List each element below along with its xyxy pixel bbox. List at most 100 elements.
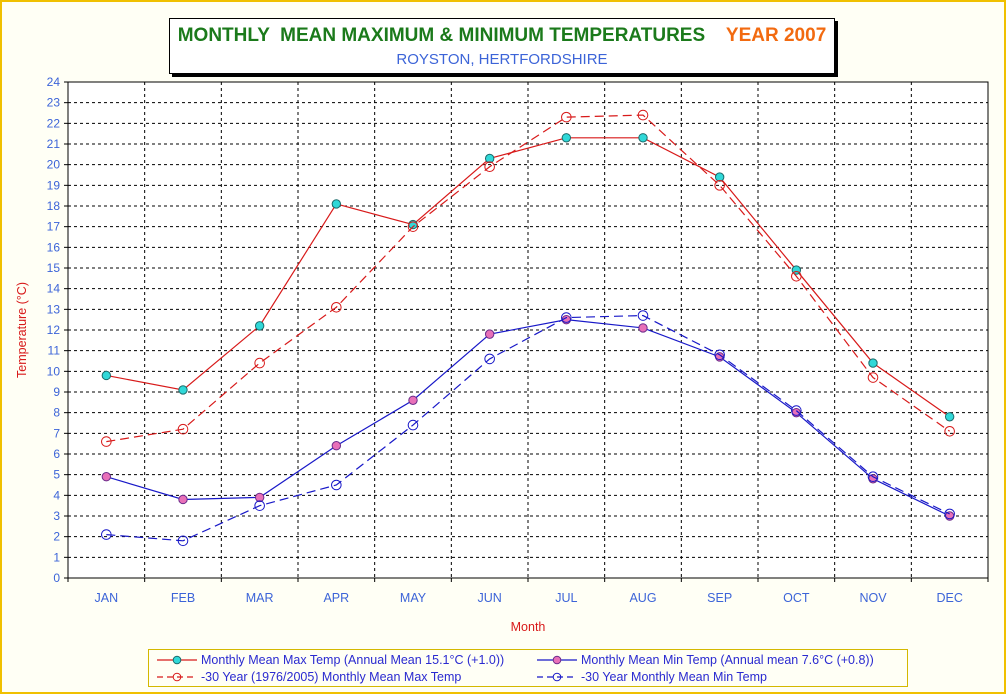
- data-point-2: [867, 372, 879, 383]
- data-point-3: [637, 310, 649, 321]
- y-tick-label: 22: [47, 116, 61, 130]
- data-point-3: [484, 353, 495, 365]
- data-point-1: [408, 395, 418, 405]
- y-tick-label: 10: [47, 364, 61, 378]
- x-tick-label: JAN: [95, 591, 119, 605]
- y-tick-label: 3: [53, 509, 60, 523]
- y-tick-label: 13: [47, 302, 61, 316]
- data-point-3: [177, 535, 189, 547]
- x-tick-label: OCT: [783, 591, 810, 605]
- data-point-1: [178, 494, 188, 505]
- y-axis-label: Temperature (°C): [15, 282, 29, 378]
- legend-label: -30 Year (1976/2005) Monthly Mean Max Te…: [201, 670, 462, 684]
- y-tick-label: 4: [53, 488, 60, 502]
- x-tick-label: SEP: [707, 591, 732, 605]
- data-point-2: [101, 436, 112, 447]
- data-point-0: [868, 358, 878, 368]
- title-line: MONTHLY MEAN MAXIMUM & MINIMUM TEMPERATU…: [170, 25, 834, 47]
- y-tick-label: 14: [47, 282, 61, 296]
- data-point-0: [101, 370, 112, 381]
- legend-label: Monthly Mean Max Temp (Annual Mean 15.1°…: [201, 653, 505, 667]
- legend-label: -30 Year Monthly Mean Min Temp: [581, 670, 767, 684]
- data-point-1: [254, 492, 265, 503]
- data-point-3: [561, 312, 572, 323]
- x-tick-label: JUL: [555, 591, 577, 605]
- y-tick-label: 1: [53, 550, 60, 564]
- title-box: MONTHLY MEAN MAXIMUM & MINIMUM TEMPERATU…: [169, 18, 835, 74]
- y-tick-label: 8: [53, 406, 60, 420]
- data-point-1: [638, 323, 648, 333]
- legend-item: Monthly Mean Max Temp (Annual Mean 15.1°…: [157, 651, 504, 669]
- chart-title-year: YEAR 2007: [725, 25, 827, 46]
- data-point-3: [407, 419, 419, 431]
- data-point-2: [407, 221, 419, 232]
- legend-item: Monthly Mean Min Temp (Annual mean 7.6°C…: [537, 651, 874, 669]
- data-point-2: [944, 425, 955, 437]
- data-point-2: [254, 357, 265, 369]
- data-point-3: [867, 471, 879, 483]
- data-point-3: [101, 529, 112, 540]
- series-line-1: [106, 319, 950, 517]
- y-tick-label: 16: [47, 240, 61, 254]
- data-point-2: [177, 423, 189, 435]
- data-point-0: [944, 412, 955, 422]
- data-point-2: [791, 270, 802, 282]
- y-tick-label: 15: [47, 261, 61, 275]
- y-tick-label: 6: [53, 447, 60, 461]
- y-tick-label: 11: [48, 344, 61, 358]
- y-tick-label: 23: [47, 96, 61, 110]
- legend: Monthly Mean Max Temp (Annual Mean 15.1°…: [148, 649, 908, 687]
- y-tick-label: 12: [47, 323, 61, 337]
- x-axis-label: Month: [511, 620, 546, 634]
- data-point-2: [331, 301, 342, 313]
- data-point-3: [791, 405, 802, 416]
- x-tick-label: APR: [323, 591, 349, 605]
- y-tick-label: 18: [47, 199, 61, 213]
- x-tick-label: JUN: [478, 591, 502, 605]
- data-point-3: [254, 500, 265, 511]
- x-tick-label: MAR: [246, 591, 274, 605]
- series-line-3: [106, 314, 950, 542]
- legend-item: -30 Year Monthly Mean Min Temp: [537, 668, 767, 686]
- x-tick-label: MAY: [400, 591, 427, 605]
- data-point-1: [101, 472, 112, 482]
- series-line-0: [106, 137, 951, 418]
- data-point-3: [331, 479, 342, 491]
- y-tick-label: 17: [47, 220, 61, 234]
- y-tick-label: 9: [53, 385, 60, 399]
- y-tick-label: 2: [53, 530, 60, 544]
- y-tick-label: 24: [47, 75, 61, 89]
- data-point-0: [638, 133, 648, 143]
- x-tick-label: AUG: [629, 591, 656, 605]
- data-point-2: [714, 180, 725, 191]
- series-line-2: [106, 114, 951, 443]
- data-point-2: [561, 111, 572, 123]
- legend-label: Monthly Mean Min Temp (Annual mean 7.6°C…: [581, 653, 874, 667]
- y-tick-label: 19: [47, 178, 61, 192]
- legend-swatch: [157, 672, 197, 682]
- data-point-2: [637, 109, 649, 121]
- data-point-0: [484, 153, 495, 164]
- chart-plot: 0123456789101112131415161718192021222324…: [15, 75, 989, 634]
- data-point-0: [714, 172, 725, 182]
- legend-swatch: [537, 655, 577, 665]
- y-tick-label: 5: [53, 468, 60, 482]
- chart-title: MONTHLY MEAN MAXIMUM & MINIMUM TEMPERATU…: [177, 25, 706, 46]
- chart-subtitle: ROYSTON, HERTFORDSHIRE: [396, 51, 608, 68]
- x-tick-label: FEB: [171, 591, 195, 605]
- legend-swatch: [537, 672, 577, 682]
- data-point-3: [944, 508, 955, 520]
- y-tick-label: 20: [47, 158, 61, 172]
- data-point-0: [254, 321, 265, 331]
- data-point-0: [178, 385, 188, 395]
- data-point-0: [331, 199, 342, 209]
- y-tick-label: 7: [53, 426, 60, 440]
- x-tick-label: DEC: [936, 591, 962, 605]
- legend-swatch: [157, 655, 197, 665]
- y-tick-label: 21: [47, 137, 61, 151]
- data-point-0: [561, 133, 572, 143]
- data-point-1: [484, 329, 495, 339]
- data-point-1: [331, 441, 342, 451]
- y-tick-label: 0: [53, 571, 60, 585]
- legend-item: -30 Year (1976/2005) Monthly Mean Max Te…: [157, 668, 461, 686]
